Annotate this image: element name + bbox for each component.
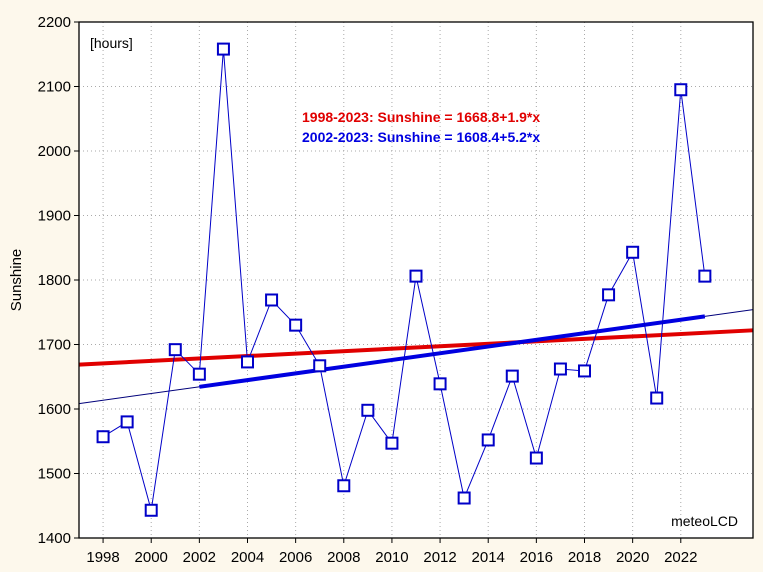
data-point (481, 433, 495, 447)
data-point (192, 367, 206, 381)
data-point (289, 318, 303, 332)
series-line (102, 49, 706, 511)
data-point (337, 479, 351, 493)
data-point (241, 355, 254, 369)
data-point (361, 403, 375, 417)
x-tick-label: 2022 (664, 549, 697, 566)
y-tick-label: 1700 (38, 337, 71, 354)
data-point (265, 293, 279, 307)
x-tick-label: 2016 (520, 549, 553, 566)
data-point (409, 269, 423, 283)
x-tick-label: 2002 (183, 549, 216, 566)
y-tick-label: 2200 (38, 14, 71, 31)
trend-label-2002-2023: 2002-2023: Sunshine = 1608.4+5.2*x (302, 129, 540, 145)
data-series (96, 42, 712, 517)
data-point (674, 83, 688, 97)
x-tick-label: 2012 (423, 549, 456, 566)
data-point (578, 364, 591, 378)
y-tick-label: 1500 (38, 466, 71, 483)
y-axis-label: Sunshine (8, 249, 25, 312)
x-tick-label: 1998 (86, 549, 119, 566)
x-tick-label: 2004 (231, 549, 264, 566)
data-point (650, 391, 664, 405)
credit-label: meteoLCD (671, 513, 738, 529)
y-tick-label: 1400 (38, 530, 71, 547)
data-point (96, 430, 110, 444)
data-point (457, 491, 471, 505)
trend-line (199, 314, 706, 389)
data-point (144, 503, 158, 517)
trend-label-1998-2023: 1998-2023: Sunshine = 1668.8+1.9*x (302, 109, 540, 125)
trend-lines (78, 309, 754, 405)
y-tick-label: 1800 (38, 272, 71, 289)
x-tick-label: 2018 (568, 549, 601, 566)
x-tick-label: 2010 (375, 549, 408, 566)
data-point (698, 269, 712, 283)
data-point (529, 451, 543, 465)
y-tick-label: 1900 (38, 208, 71, 225)
data-point (553, 362, 567, 376)
data-point (626, 245, 640, 259)
data-point (216, 42, 230, 56)
x-tick-label: 2008 (327, 549, 360, 566)
axis-ticks: 1998 2000 2002 2004 2006 2008 2010 2012 2014 2016… (38, 14, 698, 566)
y-tick-label: 2000 (38, 143, 71, 160)
x-tick-label: 2014 (472, 549, 505, 566)
y-tick-label: 1600 (38, 401, 71, 418)
trend-line (78, 328, 754, 367)
x-tick-label: 2006 (279, 549, 312, 566)
x-tick-label: 2020 (616, 549, 649, 566)
data-point (120, 415, 134, 429)
data-point (602, 288, 616, 302)
data-point (168, 343, 182, 357)
data-point (505, 369, 519, 383)
data-point (433, 377, 447, 391)
unit-label: [hours] (90, 35, 133, 51)
data-point (385, 436, 399, 450)
x-tick-label: 2000 (135, 549, 168, 566)
y-tick-label: 2100 (38, 79, 71, 96)
data-point (313, 359, 327, 373)
